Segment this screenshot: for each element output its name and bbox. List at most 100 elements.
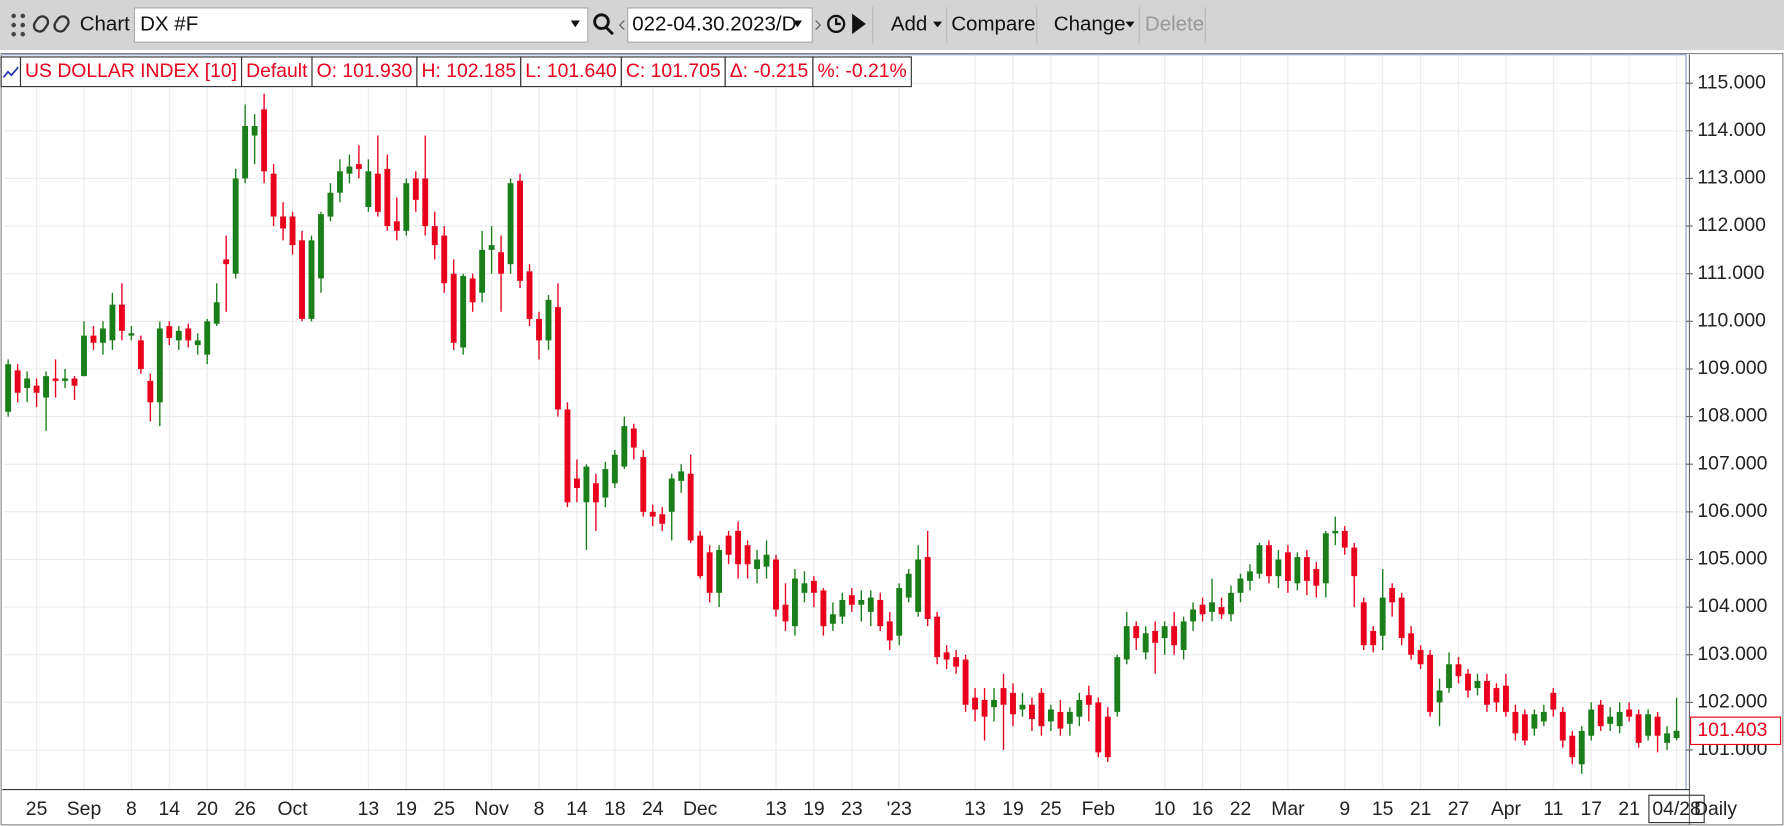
x-tick-label: 24 xyxy=(642,798,664,820)
x-tick-label: 21 xyxy=(1410,798,1432,820)
legend-item: L: 101.640 xyxy=(525,60,617,82)
y-tick-label: 114.000 xyxy=(1697,119,1766,141)
dropdown-arrow[interactable] xyxy=(570,20,580,28)
candle-body xyxy=(1550,692,1557,710)
candle-body xyxy=(1607,716,1614,724)
candle-body xyxy=(308,240,315,319)
candle-body xyxy=(213,302,220,324)
candle-body xyxy=(953,657,960,667)
link-icon[interactable] xyxy=(32,14,71,34)
candle-body xyxy=(109,304,116,341)
x-tick-label: 19 xyxy=(1002,798,1024,820)
add-button[interactable]: Add xyxy=(891,12,927,35)
x-tick-label: 19 xyxy=(396,798,418,820)
play-icon[interactable] xyxy=(852,13,866,35)
candle-body xyxy=(1455,664,1462,677)
prev-arrow[interactable] xyxy=(618,20,625,31)
candle-body xyxy=(886,621,893,641)
candle-body xyxy=(337,171,343,193)
y-tick-label: 102.000 xyxy=(1697,690,1767,712)
date-text[interactable]: 022-04.30.2023/D xyxy=(632,12,796,35)
candle-body xyxy=(621,426,628,467)
change-button[interactable]: Change xyxy=(1054,12,1126,35)
candle-body xyxy=(896,588,903,636)
candle-body xyxy=(735,530,742,565)
candle-body xyxy=(166,326,173,338)
dropdown-arrow[interactable] xyxy=(792,20,803,28)
legend-item: US DOLLAR INDEX [10] xyxy=(25,60,237,82)
candle-body xyxy=(867,597,874,612)
candle-body xyxy=(450,273,457,343)
x-tick-label: 14 xyxy=(159,798,181,820)
date-input[interactable] xyxy=(627,7,813,43)
candle-body xyxy=(460,276,467,348)
x-tick-label: 25 xyxy=(1040,798,1062,820)
grid xyxy=(3,54,1687,790)
candle-body xyxy=(185,328,192,341)
candle-body xyxy=(1531,714,1538,729)
candle-body xyxy=(1256,545,1263,574)
x-tick-label: 23 xyxy=(841,798,863,820)
x-tick-label: 20 xyxy=(196,798,218,820)
candle-body xyxy=(33,385,40,393)
x-tick-label: 9 xyxy=(1339,798,1350,820)
candle-body xyxy=(1370,630,1377,646)
candle-body xyxy=(1294,557,1301,584)
candle-body xyxy=(962,659,969,705)
delete-button[interactable]: Delete xyxy=(1145,12,1204,35)
candle-body xyxy=(829,614,836,624)
candle-body xyxy=(1379,597,1386,636)
candle-body xyxy=(517,180,523,281)
y-tick-label: 113.000 xyxy=(1697,167,1766,189)
candle-body xyxy=(100,328,106,343)
x-tick-label: 14 xyxy=(566,798,588,820)
candle-body xyxy=(1010,692,1016,715)
candle-body xyxy=(71,378,78,386)
legend-box xyxy=(812,56,912,88)
candle-body xyxy=(280,216,287,229)
y-tick-label: 111.000 xyxy=(1697,262,1764,284)
candle-body xyxy=(773,559,779,610)
candle-body xyxy=(1673,730,1680,739)
candle-body xyxy=(1171,626,1178,646)
candle-body xyxy=(848,595,855,605)
dropdown-arrow[interactable] xyxy=(933,21,943,28)
x-tick-label: 25 xyxy=(433,798,455,820)
candle-body xyxy=(1152,630,1159,643)
x-tick-label: 21 xyxy=(1618,798,1640,820)
candle-body xyxy=(346,166,353,174)
symbol-text[interactable]: DX #F xyxy=(140,12,198,35)
y-tick-label: 112.000 xyxy=(1697,214,1766,236)
candle-body xyxy=(1104,716,1111,758)
y-tick-label: 115.000 xyxy=(1697,71,1766,93)
candle-body xyxy=(1265,545,1272,577)
candle-body xyxy=(1597,704,1604,727)
candle-body xyxy=(555,307,561,410)
candle-body xyxy=(24,378,31,389)
candle-body xyxy=(1114,657,1121,712)
line-icon xyxy=(2,66,19,79)
next-arrow[interactable] xyxy=(815,20,822,31)
candle-body xyxy=(583,466,590,503)
candle-body xyxy=(649,511,656,517)
clock-icon[interactable] xyxy=(827,14,846,34)
candle-body xyxy=(393,221,400,231)
candle-body xyxy=(384,168,391,227)
candle-body xyxy=(1446,664,1452,689)
candle-body xyxy=(299,240,305,319)
candle-body xyxy=(1313,569,1320,586)
x-tick-label: 22 xyxy=(1230,798,1252,820)
x-tick-label: Sep xyxy=(67,798,101,820)
candle-body xyxy=(1654,716,1661,736)
candle-body xyxy=(118,304,125,331)
symbol-input[interactable] xyxy=(133,7,589,43)
candle-body xyxy=(1569,735,1576,758)
dropdown-arrow[interactable] xyxy=(1125,21,1135,28)
candle-body xyxy=(156,328,163,403)
compare-button[interactable]: Compare xyxy=(951,12,1035,35)
candle-body xyxy=(763,554,770,567)
search-icon[interactable] xyxy=(593,13,614,36)
candle-body xyxy=(90,335,97,343)
candle-body xyxy=(1000,688,1007,705)
